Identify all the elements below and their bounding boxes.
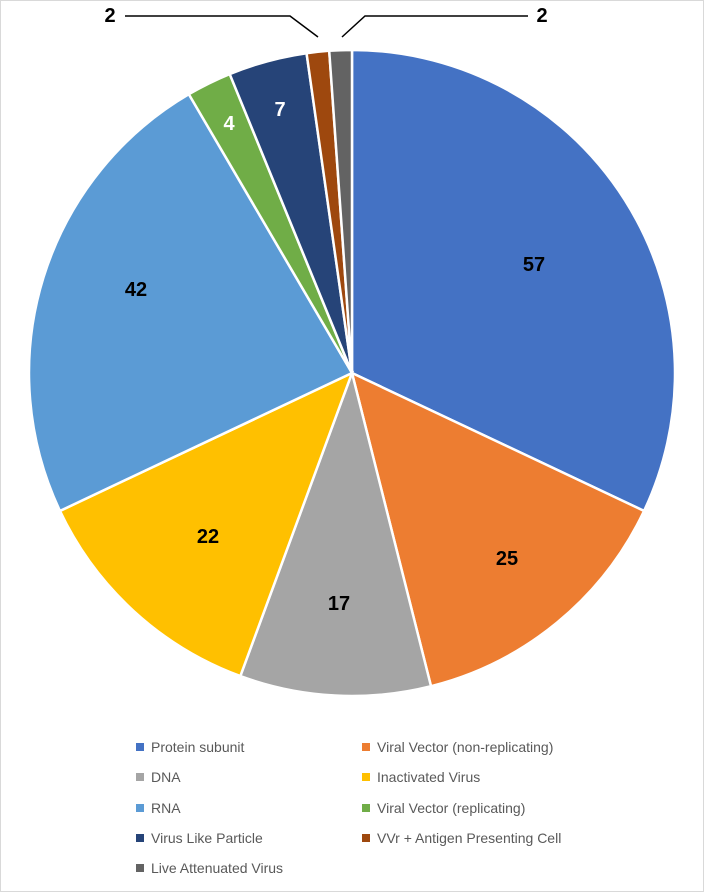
data-label: 2 <box>104 5 115 27</box>
data-label: 7 <box>274 99 285 121</box>
data-label: 2 <box>536 5 547 27</box>
data-label: 25 <box>496 548 518 570</box>
data-label: 17 <box>328 593 350 615</box>
leader-line <box>341 15 528 38</box>
pie-slice-live-attenuated-virus <box>327 48 354 374</box>
data-label: 57 <box>523 254 545 276</box>
pie-slice-inactivated-virus <box>58 370 355 678</box>
data-label: 22 <box>197 526 219 548</box>
pie-slice-dna <box>238 368 433 698</box>
data-label: 4 <box>223 113 235 135</box>
data-label: 42 <box>125 279 147 301</box>
pie-slice-rna <box>27 92 354 513</box>
leader-line <box>125 15 319 38</box>
pie-slice-protein-subunit <box>350 48 677 513</box>
pie-slice-viral-vector-non-replicating <box>350 370 646 688</box>
